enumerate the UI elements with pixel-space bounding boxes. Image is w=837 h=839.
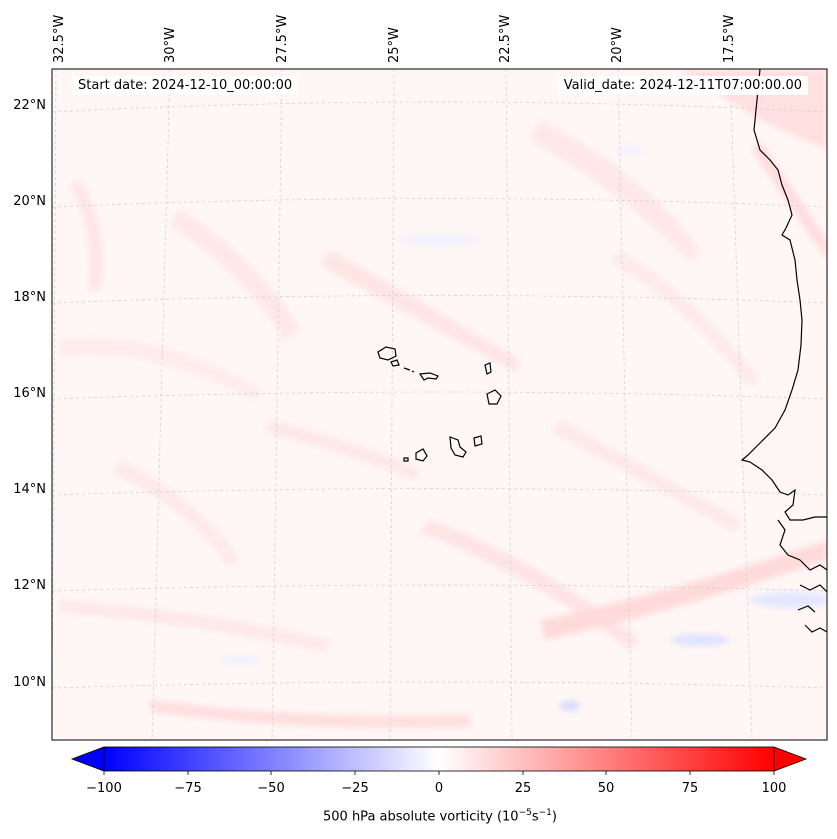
lat-label: 10°N [13,675,46,690]
lon-label: 32.5°W [52,14,67,63]
africa-coastline [740,69,827,521]
colorbar-tick: −50 [257,781,285,796]
start-date-label: Start date: 2024-12-10_00:00:00 [72,76,299,95]
graticule [52,69,827,740]
valid-date-label: Valid_date: 2024-12-11T07:00:00.00 [557,76,808,95]
colorbar-tick: −100 [86,781,122,796]
colorbar-tick: 100 [761,781,787,796]
lon-label: 27.5°W [275,14,290,63]
lon-label: 25°W [387,27,402,63]
lon-label: 17.5°W [722,14,737,63]
colorbar-tick: 75 [681,781,699,796]
colorbar-low-extend [70,746,105,772]
lat-label: 22°N [13,98,46,113]
lon-label: 22.5°W [498,14,513,63]
colorbar-tick: −75 [174,781,202,796]
colorbar-tick: −25 [341,781,369,796]
colorbar-tick: 25 [514,781,532,796]
colorbar-label: 500 hPa absolute vorticity (10−5s−1) [323,808,557,825]
colorbar [70,746,808,775]
lat-label: 16°N [13,386,46,401]
lon-label: 20°W [610,27,625,63]
cape-verde-islands [377,346,502,462]
lat-label: 12°N [13,578,46,593]
vorticity-field [52,69,827,740]
colorbar-tick: 0 [434,781,444,796]
colorbar-high-extend [773,746,808,772]
lat-label: 20°N [13,194,46,209]
colorbar-gradient [103,746,775,772]
lat-label: 14°N [13,482,46,497]
lat-label: 18°N [13,290,46,305]
lon-label: 30°W [163,27,178,63]
map-frame [51,68,828,741]
colorbar-tick: 50 [597,781,615,796]
